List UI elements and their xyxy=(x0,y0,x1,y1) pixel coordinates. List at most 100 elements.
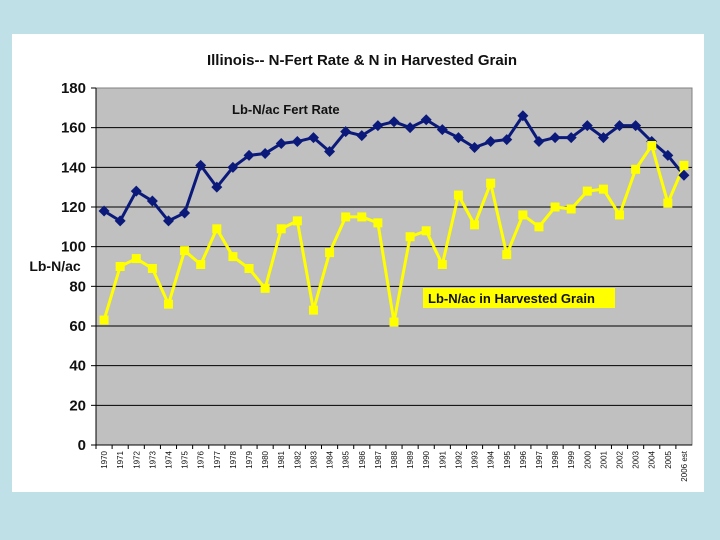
fert-rate-point xyxy=(146,195,158,207)
x-tick-label: 1976 xyxy=(197,450,206,468)
x-tick-label: 1978 xyxy=(229,450,238,468)
harvested-grain-point xyxy=(502,250,512,260)
x-tick-label: 1987 xyxy=(374,450,383,468)
x-tick-label: 1979 xyxy=(245,450,254,468)
x-tick-label: 1999 xyxy=(567,450,576,468)
harvested-grain-point xyxy=(276,224,286,234)
harvested-grain-point xyxy=(325,248,335,258)
x-tick-label: 2002 xyxy=(616,450,625,468)
x-tick-label: 1996 xyxy=(519,450,528,468)
plot-area xyxy=(95,87,693,446)
x-tick-label: 1984 xyxy=(326,450,335,468)
y-tick-label: 60 xyxy=(69,318,86,335)
fert-rate-point xyxy=(662,149,674,161)
grain-series-label-background xyxy=(423,288,615,308)
harvested-grain-point xyxy=(421,226,431,236)
x-tick-label: 1980 xyxy=(261,450,270,468)
x-tick-label: 1974 xyxy=(164,450,173,468)
fert-rate-point xyxy=(162,215,174,227)
harvested-grain-point xyxy=(163,299,173,309)
fert-rate-point xyxy=(291,136,303,148)
harvested-grain-point xyxy=(373,218,383,228)
x-tick-label: 1982 xyxy=(293,450,302,468)
fert-rate-point xyxy=(259,147,271,159)
harvested-grain-point xyxy=(647,141,657,151)
x-tick-label: 1986 xyxy=(358,450,367,468)
fert-rate-point xyxy=(340,126,352,138)
harvested-grain-point xyxy=(308,305,318,315)
harvested-grain-point xyxy=(598,184,608,194)
harvested-grain-point xyxy=(679,160,689,170)
x-tick-label: 1990 xyxy=(422,450,431,468)
y-tick-label: 80 xyxy=(69,278,86,295)
fert-rate-point xyxy=(420,114,432,126)
fert-rate-point xyxy=(114,215,126,227)
harvested-grain-point xyxy=(357,212,367,222)
fert-rate-point xyxy=(678,169,690,181)
fert-rate-point xyxy=(130,185,142,197)
y-axis-ticks: 0 20 40 60 80 100 120 140 160 180 xyxy=(61,80,692,454)
y-tick-label: 20 xyxy=(69,397,86,414)
fert-rate-point xyxy=(436,124,448,136)
harvested-grain-point xyxy=(566,204,576,214)
x-tick-label: 1988 xyxy=(390,450,399,468)
x-tick-label: 1981 xyxy=(277,450,286,468)
harvested-grain-point xyxy=(228,252,238,262)
x-tick-label: 1977 xyxy=(213,450,222,468)
x-tick-label: 2005 xyxy=(664,450,673,468)
fert-rate-point xyxy=(549,132,561,144)
harvested-grain-point xyxy=(582,186,592,196)
harvested-grain-point xyxy=(212,224,222,234)
x-axis-ticks: 1970 1971 1972 1973 1974 1975 1976 1977 1978 1979… xyxy=(95,445,689,482)
y-tick-label: 100 xyxy=(61,239,86,256)
fert-rate-point xyxy=(517,110,529,122)
x-tick-label: 2004 xyxy=(648,450,657,468)
harvested-grain-point xyxy=(631,164,641,174)
x-tick-label: 2001 xyxy=(599,450,608,468)
harvested-grain-point xyxy=(180,246,190,256)
fert-rate-point xyxy=(372,120,384,132)
y-tick-label: 180 xyxy=(61,80,86,97)
harvested-grain-point xyxy=(405,232,415,242)
fert-rate-point xyxy=(533,136,545,148)
x-tick-label: 1975 xyxy=(181,450,190,468)
y-tick-label: 120 xyxy=(61,199,86,216)
fert-rate-point xyxy=(98,205,110,217)
harvested-grain-point xyxy=(663,198,673,208)
fert-rate-point xyxy=(179,207,191,219)
fert-rate-point xyxy=(469,142,481,153)
x-tick-label: 1994 xyxy=(487,450,496,468)
harvested-grain-point xyxy=(292,216,302,226)
harvested-grain-point xyxy=(260,283,270,293)
harvested-grain-point xyxy=(518,210,528,220)
harvested-grain-point xyxy=(147,263,157,273)
x-tick-label: 1997 xyxy=(535,450,544,468)
x-tick-label: 1998 xyxy=(551,450,560,468)
harvested-grain-point xyxy=(115,262,125,271)
harvested-grain-point xyxy=(470,220,480,230)
harvested-grain-point xyxy=(99,315,109,325)
fert-rate-point xyxy=(324,145,336,157)
harvested-grain-point xyxy=(341,212,351,222)
chart-panel: Illinois-- N-Fert Rate & N in Harvested … xyxy=(12,34,704,492)
fert-rate-point xyxy=(195,159,207,171)
y-axis-label: Lb-N/ac xyxy=(29,258,81,274)
fert-rate-point xyxy=(452,132,464,144)
x-tick-label: 1989 xyxy=(406,450,415,468)
series-markers xyxy=(98,110,690,327)
x-tick-label: 1983 xyxy=(309,450,318,468)
x-tick-label: 1971 xyxy=(116,450,125,468)
fert-rate-point xyxy=(388,116,400,128)
harvested-grain-point xyxy=(244,263,254,273)
line-chart: Illinois-- N-Fert Rate & N in Harvested … xyxy=(29,52,693,482)
fert-rate-point xyxy=(485,136,497,148)
harvested-grain-point xyxy=(486,178,496,188)
harvested-grain-point xyxy=(389,317,399,327)
fert-rate-series-label: Lb-N/ac Fert Rate xyxy=(232,102,340,117)
fert-rate-point xyxy=(275,138,287,150)
fert-rate-point xyxy=(614,120,626,132)
x-tick-label: 1995 xyxy=(503,450,512,468)
harvested-grain-point xyxy=(437,260,447,270)
chart-title: Illinois-- N-Fert Rate & N in Harvested … xyxy=(207,52,517,69)
x-tick-label: 1993 xyxy=(471,450,480,468)
